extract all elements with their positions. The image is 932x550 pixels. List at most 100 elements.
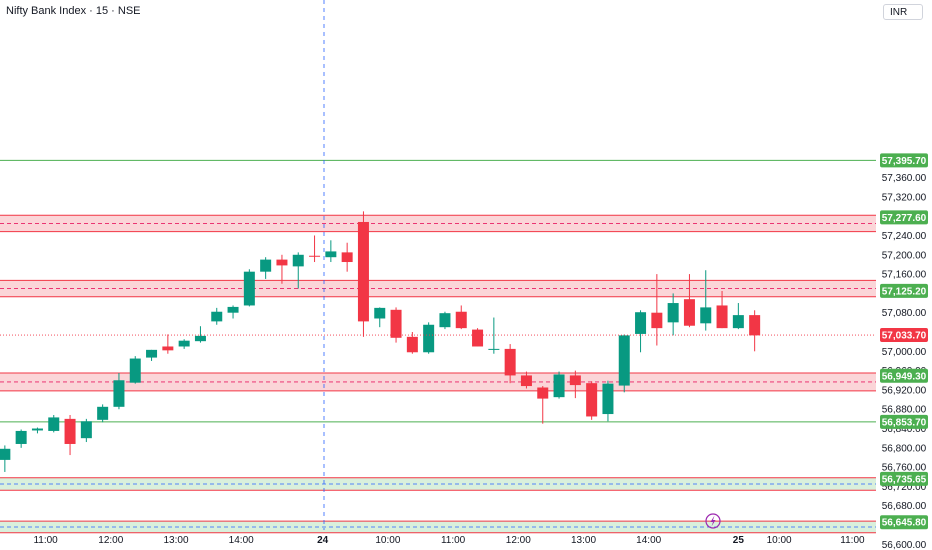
candle-6[interactable]: [97, 404, 109, 423]
candle-28[interactable]: [455, 305, 467, 330]
candle-23[interactable]: [374, 307, 386, 328]
candle-40[interactable]: [651, 274, 663, 346]
candle-33[interactable]: [537, 386, 549, 424]
candle-37[interactable]: [602, 380, 614, 422]
candle-16[interactable]: [260, 257, 272, 279]
level-label-2: 57,125.20: [880, 283, 928, 298]
svg-text:56,949.30: 56,949.30: [882, 371, 927, 382]
y-tick-0: 57,360.00: [882, 173, 927, 184]
candle-1[interactable]: [15, 429, 27, 448]
candle-45[interactable]: [732, 303, 744, 330]
svg-text:56,735.65: 56,735.65: [882, 474, 927, 485]
candle-29[interactable]: [472, 328, 484, 347]
candle-12[interactable]: [194, 326, 206, 343]
svg-text:56,645.80: 56,645.80: [882, 518, 927, 529]
candle-42[interactable]: [683, 274, 695, 328]
y-tick-5: 57,080.00: [882, 308, 927, 319]
candle-30[interactable]: [488, 317, 500, 354]
candle-18[interactable]: [292, 252, 304, 289]
candle-22[interactable]: [357, 211, 369, 337]
candle-35[interactable]: [569, 370, 581, 399]
candle-46[interactable]: [749, 310, 761, 352]
time-axis: 11:00 12:00 13:00 14:00 24 10:00 11:00 12:00 13:…: [33, 535, 865, 546]
x-tick-10: 25: [733, 535, 745, 546]
chart-title: Nifty Bank Index · 15 · NSE: [6, 5, 141, 17]
level-zone-6: [0, 521, 876, 533]
x-tick-12: 11:00: [840, 535, 865, 546]
svg-text:57,395.70: 57,395.70: [882, 156, 927, 167]
candle-5[interactable]: [80, 418, 92, 443]
level-zone-5: [0, 477, 876, 491]
lightning-icon[interactable]: [705, 513, 721, 529]
candle-25[interactable]: [406, 332, 418, 354]
level-label-3: 56,949.30: [880, 368, 928, 383]
candle-3[interactable]: [48, 415, 60, 433]
y-tick-14: 56,680.00: [882, 501, 927, 512]
price-axis: 57,360.00 57,320.00 57,240.00 57,200.00 57,1…: [882, 173, 927, 550]
svg-text:57,125.20: 57,125.20: [882, 286, 927, 297]
x-tick-2: 13:00: [163, 535, 188, 546]
candle-21[interactable]: [341, 242, 353, 272]
y-tick-4: 57,160.00: [882, 270, 927, 281]
candle-17[interactable]: [276, 254, 288, 284]
candle-11[interactable]: [178, 339, 190, 349]
x-tick-0: 11:00: [33, 535, 58, 546]
candle-7[interactable]: [113, 373, 125, 410]
zones-layer: [0, 214, 876, 534]
candle-26[interactable]: [423, 322, 435, 354]
levels-layer: [0, 159, 876, 423]
candle-9[interactable]: [146, 349, 158, 361]
currency-selector[interactable]: INR: [883, 4, 923, 20]
x-tick-5: 10:00: [375, 535, 400, 546]
x-tick-9: 14:00: [636, 535, 661, 546]
svg-text:57,033.70: 57,033.70: [882, 331, 927, 342]
candle-27[interactable]: [439, 311, 451, 330]
x-tick-8: 13:00: [571, 535, 596, 546]
candle-14[interactable]: [227, 305, 239, 319]
level-label-6: 56,645.80: [880, 515, 928, 530]
y-tick-6: 57,000.00: [882, 347, 927, 358]
candle-32[interactable]: [520, 371, 532, 389]
candle-0[interactable]: [0, 445, 11, 472]
candle-19[interactable]: [309, 235, 321, 263]
candles-layer: [0, 211, 761, 472]
candle-10[interactable]: [162, 334, 174, 354]
svg-text:57,277.60: 57,277.60: [882, 213, 927, 224]
candle-24[interactable]: [390, 307, 402, 343]
candle-2[interactable]: [31, 427, 43, 434]
candle-39[interactable]: [635, 310, 647, 353]
candle-44[interactable]: [716, 290, 728, 329]
svg-text:56,853.70: 56,853.70: [882, 417, 927, 428]
level-label-5: 56,735.65: [880, 471, 928, 486]
candle-43[interactable]: [700, 270, 712, 331]
candle-41[interactable]: [667, 293, 679, 336]
x-tick-3: 14:00: [229, 535, 254, 546]
candle-31[interactable]: [504, 344, 516, 384]
candle-34[interactable]: [553, 371, 565, 399]
y-tick-8: 56,920.00: [882, 385, 927, 396]
level-zone-3: [0, 373, 876, 391]
candle-15[interactable]: [243, 269, 255, 307]
level-label-1: 57,277.60: [880, 210, 928, 225]
candle-4[interactable]: [64, 415, 76, 456]
candle-38[interactable]: [618, 334, 630, 393]
price-labels-layer: 57,395.70 57,277.60 57,125.20 56,949.30 56,8…: [880, 153, 928, 530]
candle-8[interactable]: [129, 356, 141, 384]
candle-20[interactable]: [325, 240, 337, 263]
y-tick-9: 56,880.00: [882, 405, 927, 416]
x-tick-11: 10:00: [767, 535, 792, 546]
y-tick-10: 56,840.00: [882, 424, 927, 435]
level-label-4: 56,853.70: [880, 414, 928, 429]
candle-36[interactable]: [586, 381, 598, 420]
y-tick-15: 56,600.00: [882, 540, 927, 550]
candle-13[interactable]: [211, 307, 223, 325]
y-tick-3: 57,200.00: [882, 250, 927, 261]
x-tick-1: 12:00: [98, 535, 123, 546]
x-tick-7: 12:00: [506, 535, 531, 546]
level-zone-1: [0, 215, 876, 232]
y-tick-11: 56,800.00: [882, 443, 927, 454]
level-label-0: 57,395.70: [880, 153, 928, 168]
y-tick-13: 56,720.00: [882, 482, 927, 493]
y-tick-12: 56,760.00: [882, 463, 927, 474]
